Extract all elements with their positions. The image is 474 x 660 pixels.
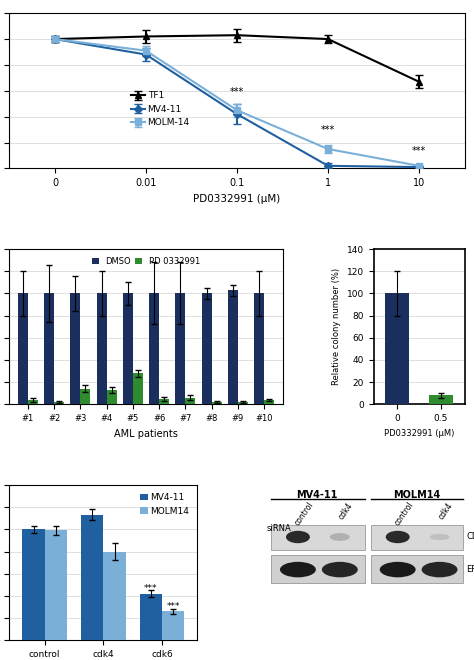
Text: siRNA: siRNA bbox=[267, 524, 292, 533]
Bar bbox=[385, 294, 409, 405]
Text: MV4-11: MV4-11 bbox=[296, 490, 337, 500]
Ellipse shape bbox=[380, 562, 416, 578]
Bar bbox=[81, 389, 91, 405]
Text: ***: *** bbox=[321, 125, 335, 135]
Text: ***: *** bbox=[144, 584, 158, 593]
Bar bbox=[159, 399, 169, 405]
Bar bbox=[254, 294, 264, 405]
Bar bbox=[175, 294, 185, 405]
Bar bbox=[429, 395, 453, 405]
Text: control: control bbox=[392, 500, 415, 527]
Bar bbox=[54, 402, 64, 405]
X-axis label: PD0332991 (μM): PD0332991 (μM) bbox=[384, 428, 454, 438]
Bar bbox=[28, 400, 38, 405]
Text: CDK4: CDK4 bbox=[466, 533, 474, 541]
Bar bbox=[81, 515, 103, 640]
Bar bbox=[162, 611, 184, 640]
Bar bbox=[371, 555, 463, 583]
Text: control: control bbox=[293, 500, 316, 527]
Bar bbox=[211, 402, 222, 405]
Bar bbox=[97, 294, 107, 405]
Ellipse shape bbox=[429, 534, 449, 540]
Bar bbox=[264, 400, 274, 405]
Ellipse shape bbox=[422, 562, 457, 578]
Bar bbox=[271, 555, 365, 583]
Text: ***: *** bbox=[230, 86, 244, 96]
Ellipse shape bbox=[386, 531, 410, 543]
Text: ***: *** bbox=[166, 602, 180, 611]
Bar bbox=[123, 294, 133, 405]
Y-axis label: Relative colony number (%): Relative colony number (%) bbox=[332, 268, 341, 385]
Bar bbox=[228, 290, 238, 405]
Bar bbox=[201, 294, 211, 405]
Text: cdk4: cdk4 bbox=[437, 500, 455, 521]
Bar bbox=[185, 397, 195, 405]
Bar bbox=[271, 525, 365, 550]
X-axis label: PD0332991 (μM): PD0332991 (μM) bbox=[193, 193, 281, 204]
Legend: TF1, MV4-11, MOLM-14: TF1, MV4-11, MOLM-14 bbox=[128, 88, 193, 131]
Ellipse shape bbox=[330, 533, 350, 541]
Bar bbox=[238, 402, 248, 405]
Bar bbox=[140, 593, 162, 640]
Text: ***: *** bbox=[412, 146, 426, 156]
Bar bbox=[70, 294, 81, 405]
Bar bbox=[44, 294, 54, 405]
Text: cdk4: cdk4 bbox=[337, 500, 355, 521]
Bar bbox=[18, 294, 28, 405]
Bar bbox=[22, 529, 45, 640]
Bar bbox=[103, 552, 126, 640]
Bar bbox=[133, 374, 143, 405]
Ellipse shape bbox=[322, 562, 358, 578]
X-axis label: AML patients: AML patients bbox=[114, 428, 178, 439]
Bar bbox=[45, 531, 67, 640]
Legend: MV4-11, MOLM14: MV4-11, MOLM14 bbox=[137, 490, 193, 519]
Bar bbox=[107, 390, 117, 405]
Bar bbox=[371, 525, 463, 550]
Bar bbox=[149, 294, 159, 405]
Text: MOLM14: MOLM14 bbox=[393, 490, 440, 500]
Ellipse shape bbox=[286, 531, 310, 543]
Legend: DMSO, PD 0332991: DMSO, PD 0332991 bbox=[89, 253, 203, 269]
Text: ERK2: ERK2 bbox=[466, 565, 474, 574]
Ellipse shape bbox=[280, 562, 316, 578]
